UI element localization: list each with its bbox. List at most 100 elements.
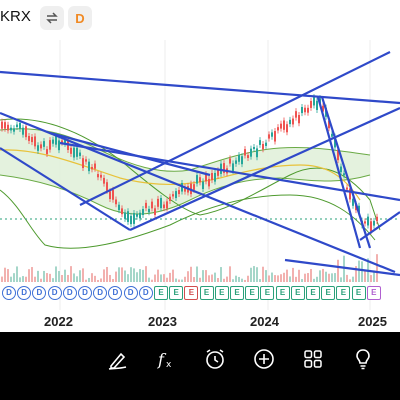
dividend-event-badge[interactable]: D	[93, 286, 108, 300]
earnings-event-badge[interactable]: E	[321, 286, 336, 300]
candle-body	[19, 122, 21, 129]
volume-bar	[241, 278, 243, 282]
volume-bar	[199, 277, 201, 282]
candle-body	[1, 121, 3, 129]
volume-bar	[67, 274, 69, 282]
idea-bulb-icon[interactable]	[348, 344, 378, 374]
dividend-event-badge[interactable]: D	[32, 286, 47, 300]
volume-bar	[79, 270, 81, 282]
candle-body	[91, 166, 93, 170]
earnings-event-badge[interactable]: E	[199, 286, 214, 300]
layout-grid-icon[interactable]	[298, 344, 328, 374]
earnings-event-badge[interactable]: E	[154, 286, 168, 300]
volume-bar	[265, 270, 267, 282]
candle-body	[118, 204, 120, 211]
earnings-event-badge[interactable]: E	[169, 286, 184, 300]
earnings-event-badge[interactable]: E	[351, 286, 366, 300]
volume-bar	[25, 276, 27, 282]
year-label-2022: 2022	[44, 314, 73, 329]
alert-clock-icon[interactable]	[200, 344, 230, 374]
volume-bar	[214, 272, 216, 282]
candle-body	[166, 201, 168, 209]
interval-badge[interactable]: D	[68, 6, 92, 30]
dividend-event-badge[interactable]: D	[78, 286, 92, 300]
volume-bar	[76, 276, 78, 282]
earnings-event-badge[interactable]: E	[275, 286, 290, 300]
candle-body	[277, 127, 279, 131]
volume-bar	[40, 278, 42, 282]
earnings-event-badge[interactable]: E	[245, 286, 260, 300]
candle-body	[109, 191, 111, 200]
dividend-event-badge[interactable]: D	[108, 286, 123, 300]
earnings-event-badge[interactable]: E	[306, 286, 320, 300]
volume-bar	[58, 271, 60, 282]
volume-bar	[34, 276, 36, 282]
candle-body	[28, 135, 30, 141]
volume-bar	[205, 270, 207, 282]
earnings-event-badge[interactable]: E	[366, 286, 381, 300]
dividend-event-badge[interactable]: D	[138, 286, 153, 300]
candle-body	[145, 202, 147, 209]
candle-body	[103, 177, 105, 184]
earnings-event-badge[interactable]: E	[214, 286, 229, 300]
volume-bar	[337, 259, 339, 282]
earnings-event-badge[interactable]: E	[184, 286, 199, 300]
volume-bar	[298, 269, 300, 282]
volume-bar	[259, 279, 261, 282]
svg-text:f: f	[157, 350, 167, 369]
volume-bar	[103, 269, 105, 282]
volume-bar	[361, 261, 363, 282]
volume-bar	[145, 266, 147, 282]
volume-bar	[376, 254, 378, 282]
dividend-event-badge[interactable]: D	[2, 286, 16, 300]
earnings-event-badge[interactable]: E	[290, 286, 305, 300]
candle-body	[139, 212, 141, 219]
candle-body	[37, 145, 39, 151]
volume-bar	[151, 279, 153, 282]
volume-bar	[253, 266, 255, 282]
dividend-event-badge[interactable]: D	[47, 286, 62, 300]
candle-body	[199, 177, 201, 183]
volume-bar	[100, 278, 102, 282]
candle-body	[136, 214, 138, 217]
volume-bar	[274, 275, 276, 282]
candle-body	[175, 191, 177, 199]
dividend-event-badge[interactable]: D	[17, 286, 32, 300]
earnings-event-badge[interactable]: E	[336, 286, 351, 300]
dividend-event-badge[interactable]: D	[62, 286, 77, 300]
volume-bar	[55, 266, 57, 282]
volume-bar	[244, 279, 246, 282]
volume-bar	[106, 266, 108, 282]
candle-body	[172, 194, 174, 197]
volume-bar	[118, 267, 120, 282]
volume-bar	[82, 268, 84, 282]
candle-body	[121, 208, 123, 215]
add-icon[interactable]	[249, 344, 279, 374]
candle-body	[151, 201, 153, 209]
earnings-event-badge[interactable]: E	[260, 286, 275, 300]
ticker-symbol[interactable]: KRX	[0, 8, 31, 25]
outer-band-lower-line	[0, 189, 376, 249]
dividend-event-badge[interactable]: D	[123, 286, 138, 300]
candlestick-series	[1, 94, 378, 235]
draw-icon[interactable]	[103, 344, 133, 374]
candle-body	[184, 187, 186, 192]
volume-bar	[172, 269, 174, 282]
volume-bar	[1, 276, 3, 282]
candle-body	[82, 158, 84, 169]
earnings-event-badge[interactable]: E	[230, 286, 244, 300]
compare-arrows-icon[interactable]	[40, 6, 64, 30]
candle-body	[58, 140, 60, 151]
year-label-2023: 2023	[148, 314, 177, 329]
volume-bar	[121, 267, 123, 282]
candle-body	[259, 140, 261, 145]
candle-body	[331, 133, 333, 137]
volume-bar	[346, 274, 348, 282]
candle-body	[283, 120, 285, 130]
volume-bar	[4, 267, 6, 282]
volume-bar	[307, 273, 309, 282]
volume-bar	[319, 270, 321, 282]
